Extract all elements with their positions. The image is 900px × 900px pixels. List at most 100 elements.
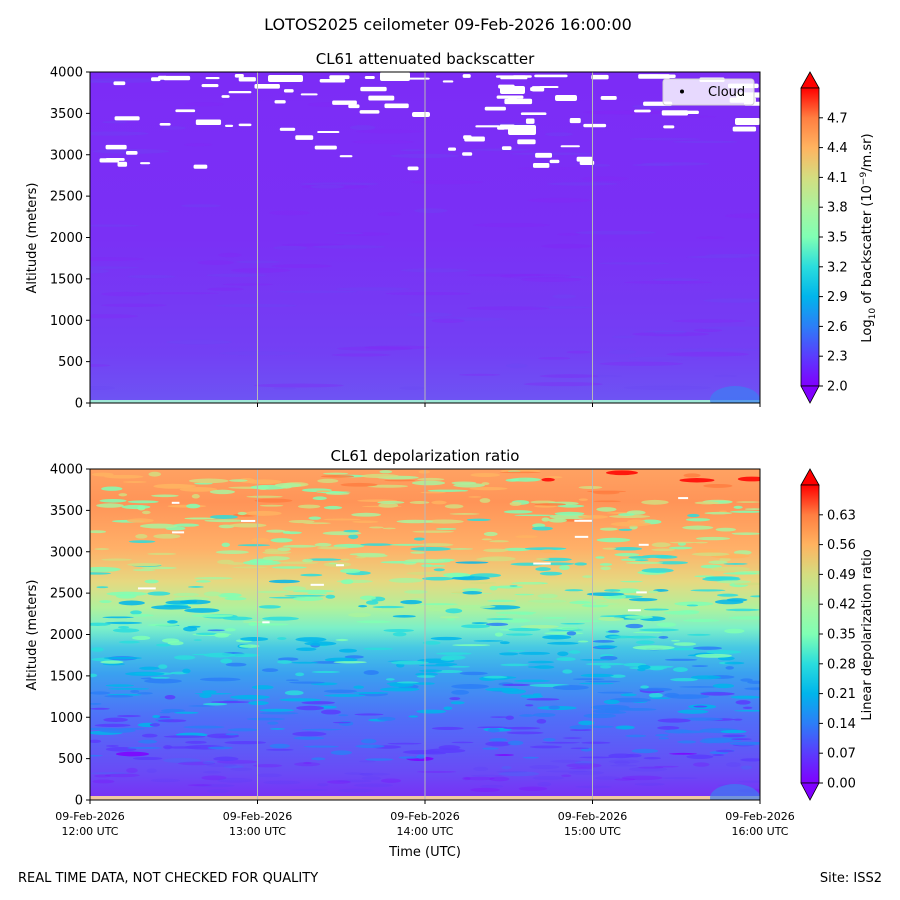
depolarization-streak — [246, 479, 282, 485]
depolarization-streak — [269, 743, 290, 749]
depolarization-streak — [90, 572, 112, 575]
y-tick-label: 3000 — [50, 545, 83, 560]
depolarization-streak — [204, 519, 246, 523]
depolarization-streak — [569, 728, 592, 732]
depolarization-streak — [719, 510, 728, 513]
depolarization-streak — [90, 754, 103, 757]
depolarization-streak — [543, 738, 556, 742]
cloud-patch — [175, 109, 196, 113]
depolarization-streak — [91, 647, 104, 652]
cloud-patch — [661, 110, 689, 116]
depolarization-streak — [311, 670, 341, 674]
depolarization-streak — [377, 500, 405, 504]
depolarization-streak — [284, 690, 304, 696]
depolarization-streak — [719, 557, 731, 562]
depolarization-streak — [164, 694, 176, 700]
depolarization-gap — [137, 587, 156, 590]
depolarization-streak — [481, 482, 490, 486]
depolarization-gap — [574, 535, 589, 538]
depolarization-streak — [239, 644, 260, 648]
depolarization-streak — [744, 508, 760, 510]
depolarization-streak — [548, 705, 561, 710]
depolarization-streak — [96, 503, 124, 508]
depolarization-streak — [599, 563, 613, 566]
depolarization-streak — [427, 489, 469, 492]
depolarization-streak — [363, 670, 379, 676]
backscatter-streak — [349, 125, 376, 131]
depolarization-streak — [366, 600, 379, 605]
backscatter-streak — [652, 278, 700, 282]
backscatter-streak — [281, 243, 345, 247]
depolarization-streak — [586, 592, 625, 596]
depolarization-streak — [377, 608, 410, 612]
depolarization-streak — [605, 707, 634, 711]
depolarization-streak — [618, 528, 633, 531]
depolarization-streak — [398, 756, 420, 759]
depolarization-streak — [451, 741, 474, 744]
depolarization-streak — [358, 772, 391, 776]
depolarization-streak — [731, 532, 760, 535]
depolarization-streak — [215, 550, 249, 555]
backscatter-streak — [676, 348, 760, 352]
near-surface-aerosol — [710, 386, 760, 403]
depolarization-streak — [607, 630, 620, 633]
backscatter-streak — [632, 163, 674, 167]
depolarization-streak — [149, 723, 161, 727]
backscatter-streak — [166, 339, 233, 345]
depolarization-streak — [353, 685, 364, 689]
backscatter-streak — [641, 162, 710, 166]
backscatter-streak — [101, 120, 128, 124]
backscatter-time-gridlines — [257, 72, 593, 403]
depolarization-streak — [151, 605, 192, 610]
backscatter-streak — [273, 387, 297, 390]
depolarization-streak — [363, 647, 394, 650]
depolarization-streak — [679, 478, 715, 483]
depolarization-streak — [744, 687, 760, 691]
depolarization-streak — [227, 562, 245, 565]
depolarization-streak — [291, 661, 319, 664]
depolarization-streak — [499, 641, 510, 645]
cloud-patch — [583, 123, 607, 128]
depolarization-streak — [468, 496, 482, 498]
depolarization-streak — [409, 501, 430, 504]
depolarization-streak — [499, 471, 541, 474]
x-tick-date: 09-Feb-2026 — [223, 810, 292, 823]
depolarization-streak — [91, 472, 114, 477]
depolarization-streak — [733, 582, 760, 586]
backscatter-colorbar-label: Log10 of backscatter (10−9/m.sr) — [859, 133, 878, 342]
depolarization-gap — [678, 497, 689, 500]
depolarization-streak — [353, 691, 389, 694]
depolarization-gap — [336, 564, 344, 567]
backscatter-streak — [90, 269, 110, 274]
depolarization-streak — [648, 692, 663, 698]
depolarization-streak — [483, 675, 508, 679]
depolarization-streak — [230, 767, 253, 771]
depolarization-gap — [533, 562, 551, 565]
depolarization-streak — [174, 711, 199, 714]
depolarization-texture — [90, 469, 760, 793]
dep-near-surface — [710, 784, 760, 800]
depolarization-streak — [574, 562, 587, 566]
depolarization-streak — [544, 631, 584, 635]
depolarization-streak — [203, 591, 222, 597]
depolarization-streak — [693, 705, 708, 708]
colorbar-tick-label: 0.49 — [827, 568, 856, 583]
depolarization-streak — [610, 521, 651, 527]
depolarization-streak — [449, 513, 480, 515]
depolarization-streak — [139, 523, 178, 529]
depolarization-streak — [430, 636, 462, 641]
depolarization-streak — [610, 764, 638, 767]
depolarization-streak — [657, 726, 680, 730]
depolarization-streak — [695, 653, 733, 658]
depolarization-streak — [643, 608, 669, 611]
depolarization-streak — [723, 563, 748, 565]
cloud-patch — [555, 95, 577, 101]
backscatter-streak — [703, 298, 760, 303]
backscatter-streak — [546, 182, 618, 186]
depolarization-streak — [450, 701, 465, 705]
depolarization-gap — [171, 501, 180, 504]
colorbar-tick-label: 0.35 — [827, 628, 856, 643]
depolarization-streak — [545, 476, 563, 479]
cloud-patch — [462, 74, 471, 78]
